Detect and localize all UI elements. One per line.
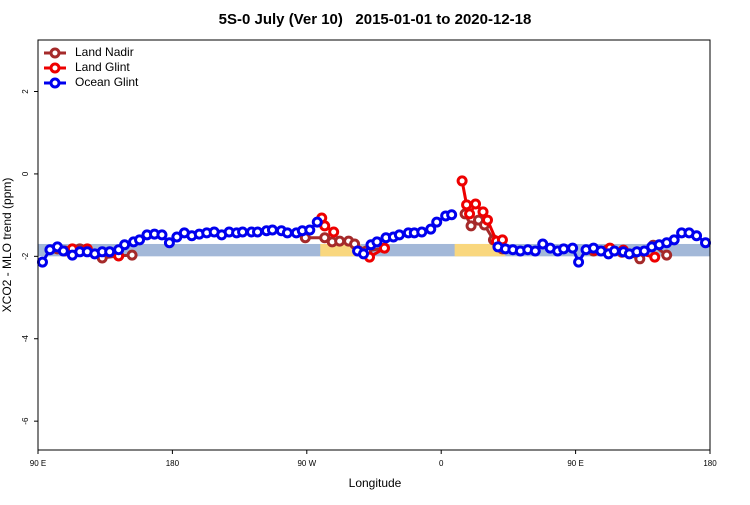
legend-label: Ocean Glint bbox=[75, 75, 139, 89]
data-point bbox=[461, 199, 473, 211]
x-tick-label: 180 bbox=[703, 459, 717, 468]
x-tick-label: 0 bbox=[439, 459, 444, 468]
x-tick-label: 90 E bbox=[567, 459, 583, 468]
data-point bbox=[464, 208, 476, 220]
x-tick-label: 180 bbox=[166, 459, 180, 468]
data-point bbox=[446, 209, 458, 221]
data-point bbox=[661, 249, 673, 261]
y-tick-label: 2 bbox=[21, 89, 30, 94]
data-point bbox=[119, 239, 131, 251]
x-axis-label: Longitude bbox=[349, 476, 402, 490]
data-point bbox=[393, 229, 405, 241]
data-point bbox=[465, 220, 477, 232]
data-point bbox=[126, 249, 138, 261]
data-point bbox=[431, 216, 443, 228]
legend-marker bbox=[49, 77, 61, 89]
data-point bbox=[304, 224, 316, 236]
data-point bbox=[252, 226, 264, 238]
data-point bbox=[281, 227, 293, 239]
data-point bbox=[266, 224, 278, 236]
x-tick-label: 90 W bbox=[297, 459, 316, 468]
data-point bbox=[691, 230, 703, 242]
data-point bbox=[163, 237, 175, 249]
data-point bbox=[529, 245, 541, 257]
data-point bbox=[311, 216, 323, 228]
data-point bbox=[558, 243, 570, 255]
data-point bbox=[237, 226, 249, 238]
data-point bbox=[416, 226, 428, 238]
legend-label: Land Nadir bbox=[75, 45, 134, 59]
data-point bbox=[334, 235, 346, 247]
data-point bbox=[456, 175, 468, 187]
data-point bbox=[57, 245, 69, 257]
data-point bbox=[608, 245, 620, 257]
data-point bbox=[328, 226, 340, 238]
data-point bbox=[668, 234, 680, 246]
data-point bbox=[649, 251, 661, 263]
legend-label: Land Glint bbox=[75, 60, 130, 74]
data-point bbox=[481, 214, 493, 226]
data-point bbox=[425, 223, 437, 235]
legend-marker bbox=[49, 62, 61, 74]
data-point bbox=[358, 248, 370, 260]
data-point bbox=[700, 237, 712, 249]
data-point bbox=[371, 236, 383, 248]
y-tick-label: -4 bbox=[21, 335, 30, 343]
data-point bbox=[470, 198, 482, 210]
y-axis-label: XCO2 - MLO trend (ppm) bbox=[0, 178, 14, 313]
data-point bbox=[567, 242, 579, 254]
data-point bbox=[134, 234, 146, 246]
y-tick-label: -2 bbox=[21, 252, 30, 260]
data-point bbox=[378, 242, 390, 254]
plot-frame bbox=[37, 39, 711, 451]
chart-title: 5S-0 July (Ver 10) 2015-01-01 to 2020-12… bbox=[219, 11, 532, 28]
legend-marker bbox=[49, 47, 61, 59]
data-point bbox=[36, 256, 48, 268]
data-point bbox=[104, 246, 116, 258]
y-tick-label: 0 bbox=[21, 171, 30, 176]
data-point bbox=[477, 206, 489, 218]
data-point bbox=[573, 256, 585, 268]
y-tick-label: -6 bbox=[21, 417, 30, 425]
x-tick-label: 90 E bbox=[30, 459, 46, 468]
data-point bbox=[156, 229, 168, 241]
